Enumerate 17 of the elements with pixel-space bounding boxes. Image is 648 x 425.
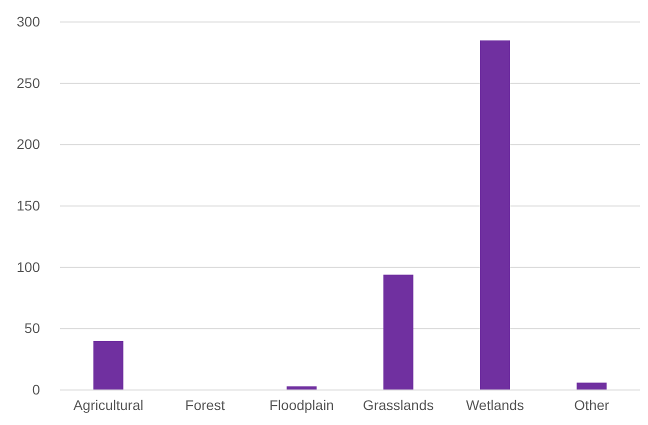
y-tick-label: 200 — [16, 136, 40, 152]
x-tick-label: Floodplain — [269, 396, 334, 413]
y-tick-label: 150 — [16, 197, 40, 214]
y-tick-label: 50 — [24, 320, 40, 336]
bar — [383, 274, 414, 390]
x-tick-label: Forest — [185, 396, 225, 413]
bar — [576, 382, 607, 390]
y-tick-label: 250 — [16, 74, 40, 91]
y-tick-label: 100 — [16, 258, 40, 275]
bar — [93, 340, 124, 390]
x-tick-label: Wetlands — [466, 396, 524, 413]
x-tick-label: Agricultural — [73, 396, 144, 413]
y-tick-label: 0 — [32, 381, 40, 398]
y-tick-label: 300 — [16, 13, 40, 30]
bar — [480, 40, 510, 390]
x-tick-label: Grasslands — [362, 396, 434, 413]
x-tick-label: Other — [574, 396, 610, 413]
